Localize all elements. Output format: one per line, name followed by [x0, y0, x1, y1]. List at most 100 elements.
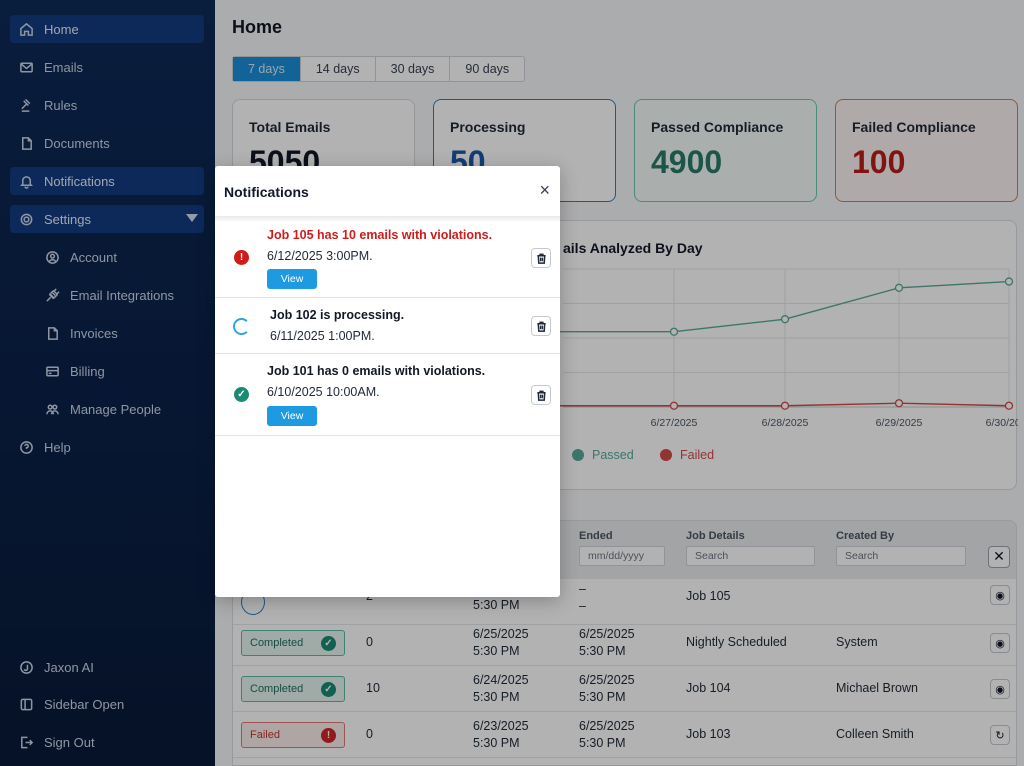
ended-date: 6/25/2025	[579, 627, 635, 641]
card-label: Passed Compliance	[651, 119, 784, 135]
x-tick-label: 6/28/2025	[762, 417, 809, 429]
credit-card-icon	[44, 363, 60, 379]
sidebar-item-manage-people[interactable]: Manage People	[10, 395, 204, 423]
sidebar-item-label: Account	[70, 249, 117, 265]
jaxon-logo-icon	[18, 659, 34, 675]
eye-icon: ◉	[995, 683, 1005, 696]
sidebar-item-label: Emails	[44, 59, 84, 75]
sidebar-toggle[interactable]: Sidebar Open	[10, 690, 204, 718]
col-created-by-header: Created By	[836, 530, 895, 542]
range-7-days[interactable]: 7 days	[233, 57, 301, 81]
clear-filters-button[interactable]: ✕	[988, 546, 1010, 568]
sidebar-item-settings[interactable]: Settings	[10, 205, 204, 233]
created-by: Colleen Smith	[836, 727, 914, 741]
file-icon	[44, 325, 60, 341]
sidebar-item-email-integrations[interactable]: Email Integrations	[10, 281, 204, 309]
date-range-selector: 7 days 14 days 30 days 90 days	[232, 56, 526, 82]
modal-title: Notifications	[224, 184, 309, 200]
x-tick-label: 6/27/2025	[651, 417, 698, 429]
email-count: 0	[366, 635, 373, 649]
notification-title: Job 105 has 10 emails with violations.	[267, 228, 493, 242]
sidebar-item-home[interactable]: Home	[10, 15, 204, 43]
range-30-days[interactable]: 30 days	[376, 57, 451, 81]
user-circle-icon	[44, 249, 60, 265]
created-by: System	[836, 635, 878, 649]
eye-icon: ◉	[995, 589, 1005, 602]
view-button[interactable]: View	[267, 269, 317, 289]
status-label: Completed	[250, 683, 304, 695]
sidebar-item-label: Sidebar Open	[44, 696, 125, 712]
mail-icon	[18, 59, 34, 75]
ended-date: –	[579, 582, 586, 596]
sidebar-item-emails[interactable]: Emails	[10, 53, 204, 81]
card-label: Failed Compliance	[852, 119, 976, 135]
view-job-button[interactable]: ◉	[990, 633, 1010, 653]
delete-notification-button[interactable]	[531, 316, 551, 336]
card-value: 100	[852, 144, 906, 180]
card-label: Total Emails	[249, 119, 331, 135]
table-row[interactable]: Failed! 0 6/23/2025 5:30 PM 6/25/2025 5:…	[233, 712, 1016, 758]
sign-out-button[interactable]: Sign Out	[10, 728, 204, 756]
data-point	[894, 283, 904, 292]
chevron-down-icon	[186, 214, 198, 222]
data-point	[669, 327, 679, 336]
sidebar-item-account[interactable]: Account	[10, 243, 204, 271]
sidebar-item-invoices[interactable]: Invoices	[10, 319, 204, 347]
job-details-search[interactable]: Search	[686, 546, 815, 566]
trash-icon	[536, 253, 546, 264]
sidebar-brand[interactable]: Jaxon AI	[10, 653, 204, 681]
sign-out-icon	[18, 734, 34, 750]
sidebar-item-help[interactable]: Help	[10, 433, 204, 461]
sidebar-item-documents[interactable]: Documents	[10, 129, 204, 157]
table-row[interactable]: Completed ✓ 0 6/25/2025 5:30 PM 6/25/2025…	[233, 620, 1016, 666]
notification-time: 6/10/2025 10:00AM.	[267, 385, 380, 399]
error-icon: !	[234, 250, 249, 265]
data-point	[780, 315, 790, 324]
notification-item: ✓ Job 101 has 0 emails with violations. …	[215, 354, 560, 436]
close-icon[interactable]: ×	[539, 180, 550, 200]
sidebar: Home Emails Rules Documents Notification…	[0, 0, 215, 766]
view-button[interactable]: View	[267, 406, 317, 426]
col-job-details-header: Job Details	[686, 530, 745, 542]
created-by-search[interactable]: Search	[836, 546, 966, 566]
legend-label: Passed	[592, 448, 634, 462]
view-job-button[interactable]: ◉	[990, 679, 1010, 699]
ended-time: 5:30 PM	[579, 736, 626, 750]
ended-date: 6/25/2025	[579, 673, 635, 687]
sidebar-item-billing[interactable]: Billing	[10, 357, 204, 385]
view-job-button[interactable]: ◉	[990, 585, 1010, 605]
data-point	[1004, 401, 1014, 410]
sidebar-item-notifications[interactable]: Notifications	[10, 167, 204, 195]
ended-date-filter[interactable]: mm/dd/yyyy	[579, 546, 665, 566]
created-by: Michael Brown	[836, 681, 918, 695]
sidebar-item-label: Notifications	[44, 173, 115, 189]
status-badge: Completed ✓	[241, 630, 345, 656]
retry-job-button[interactable]: ↻	[990, 725, 1010, 745]
col-ended-header: Ended	[579, 530, 613, 542]
delete-notification-button[interactable]	[531, 248, 551, 268]
notification-time: 6/11/2025 1:00PM.	[270, 329, 375, 343]
range-14-days[interactable]: 14 days	[301, 57, 376, 81]
ended-time: 5:30 PM	[579, 690, 626, 704]
data-point	[894, 399, 904, 408]
x-tick-label: 6/29/2025	[876, 417, 923, 429]
job-details: Job 104	[686, 681, 731, 695]
range-90-days[interactable]: 90 days	[465, 62, 510, 76]
table-row[interactable]: Completed ✓ 10 6/24/2025 5:30 PM 6/25/202…	[233, 666, 1016, 712]
sidebar-item-label: Email Integrations	[70, 287, 175, 303]
sidebar-item-label: Jaxon AI	[44, 659, 94, 675]
sidebar-item-label: Manage People	[70, 401, 162, 417]
started-time: 5:30 PM	[473, 598, 520, 612]
notifications-modal: Notifications × ! Job 105 has 10 emails …	[215, 166, 560, 597]
sidebar-item-rules[interactable]: Rules	[10, 91, 204, 119]
sidebar-item-label: Sign Out	[44, 734, 95, 750]
people-icon	[44, 401, 60, 417]
legend-label: Failed	[680, 448, 714, 462]
passed-compliance-card: Passed Compliance 4900	[634, 99, 817, 202]
bell-icon	[18, 173, 34, 189]
document-icon	[18, 135, 34, 151]
ended-time: 5:30 PM	[579, 644, 626, 658]
error-icon: !	[321, 728, 336, 743]
delete-notification-button[interactable]	[531, 385, 551, 405]
sidebar-item-label: Invoices	[70, 325, 118, 341]
